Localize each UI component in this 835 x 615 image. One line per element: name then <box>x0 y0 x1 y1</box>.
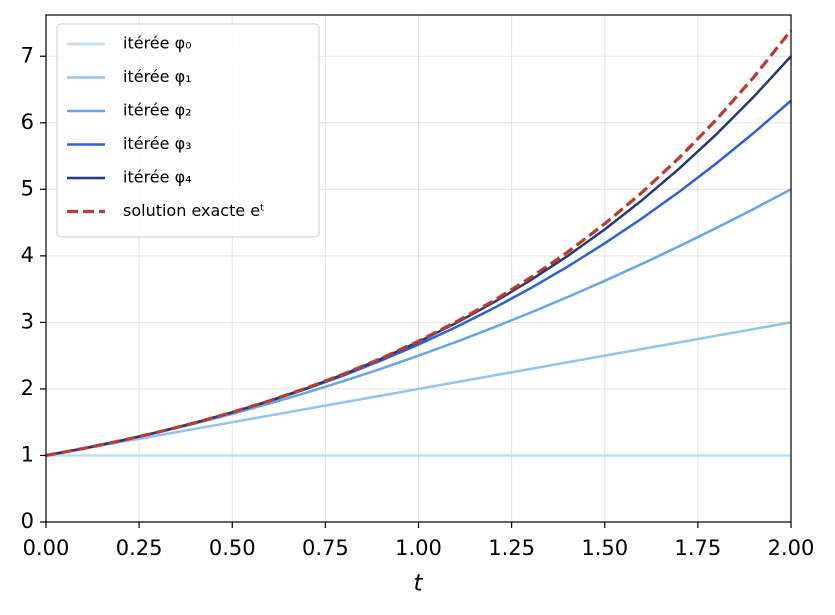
y-tick-label: 0 <box>21 509 34 533</box>
legend: itérée φ₀ itérée φ₁ itérée φ₂ itérée φ₃ itér… <box>56 23 320 238</box>
series-line <box>45 321 792 457</box>
x-tick-label: 0.00 <box>23 536 70 560</box>
x-tick-label: 0.75 <box>302 536 349 560</box>
y-tick-label: 6 <box>21 110 34 134</box>
x-tick-label: 1.50 <box>581 536 628 560</box>
y-tick-label: 2 <box>21 376 34 400</box>
legend-label: itérée φ₄ <box>123 168 192 187</box>
x-tick-label: 0.50 <box>209 536 256 560</box>
y-tick-label: 5 <box>21 176 34 200</box>
y-tick-label: 7 <box>21 43 34 67</box>
x-tick-label: 2.00 <box>768 536 815 560</box>
legend-box <box>56 23 320 238</box>
series-line <box>45 29 793 458</box>
x-axis-label: t <box>413 571 423 597</box>
y-tick-label: 3 <box>21 309 34 333</box>
y-tick-label: 1 <box>21 442 34 466</box>
x-tick-label: 1.75 <box>674 536 721 560</box>
plot-frame <box>45 14 792 523</box>
legend-label: itérée φ₃ <box>123 134 192 153</box>
x-tick-label: 1.00 <box>395 536 442 560</box>
legend-label: itérée φ₀ <box>123 34 192 53</box>
legend-label: solution exacte eᵗ <box>123 201 265 220</box>
x-tick-label: 0.25 <box>116 536 163 560</box>
y-tick-label: 4 <box>21 243 34 267</box>
x-tick-label: 1.25 <box>488 536 535 560</box>
legend-label: itérée φ₁ <box>123 67 192 86</box>
legend-label: itérée φ₂ <box>123 101 192 120</box>
